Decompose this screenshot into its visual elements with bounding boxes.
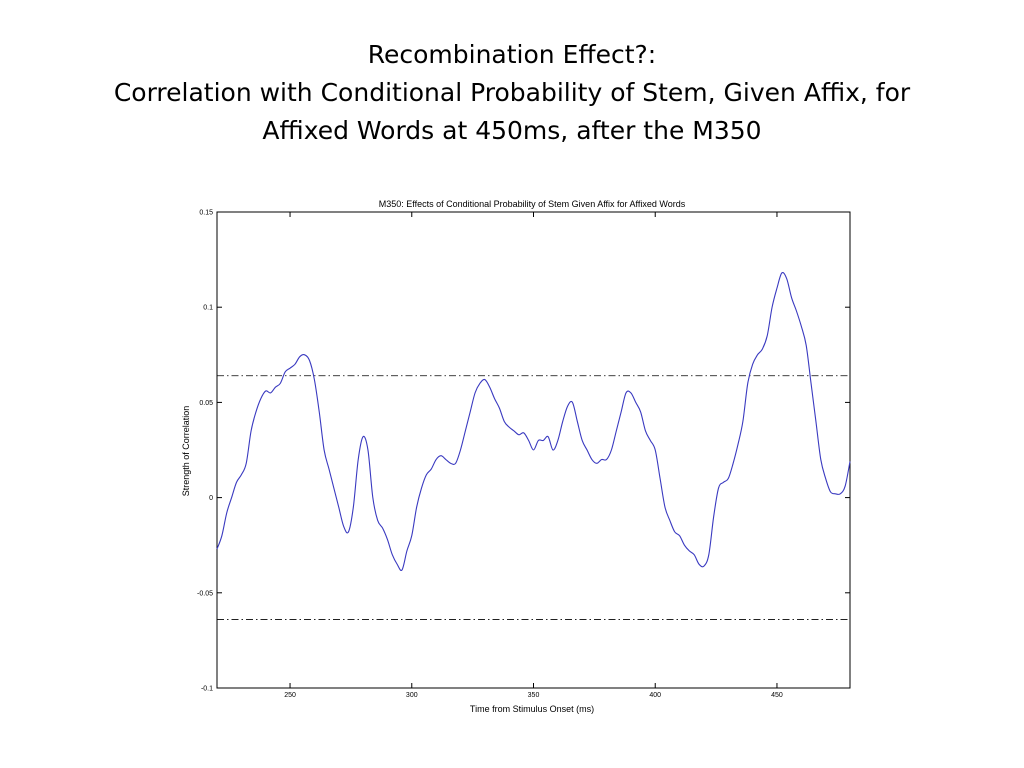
slide-title-line-2: Correlation with Conditional Probability… — [113, 78, 911, 107]
x-tick-label: 350 — [528, 692, 540, 699]
y-tick-label: -0.1 — [201, 686, 213, 693]
y-tick-label: 0.05 — [199, 400, 213, 407]
x-tick-label: 300 — [406, 692, 418, 699]
y-tick-label: 0 — [209, 495, 213, 502]
slide-title: Recombination Effect?: Correlation with … — [0, 36, 1024, 150]
y-tick-label: 0.1 — [203, 305, 213, 312]
significance-thresholds — [217, 375, 850, 620]
chart-title: M350: Effects of Conditional Probability… — [379, 199, 686, 209]
x-tick-label: 450 — [771, 692, 783, 699]
slide-title-line-1: Recombination Effect?: — [367, 40, 657, 69]
y-tick-label: 0.15 — [199, 210, 213, 217]
y-axis-label: Strength of Correlation — [181, 406, 191, 497]
y-axis-ticks: -0.1 -0.05 0 0.05 0.1 0.15 — [197, 210, 850, 693]
slide-title-line-3: Affixed Words at 450ms, after the M350 — [262, 116, 762, 145]
x-axis-label: Time from Stimulus Onset (ms) — [470, 704, 594, 714]
x-axis-ticks: 250 300 350 400 450 — [284, 212, 783, 699]
y-tick-label: -0.05 — [197, 590, 213, 597]
x-tick-label: 250 — [284, 692, 296, 699]
series-line-correlation — [216, 271, 851, 571]
x-tick-label: 400 — [649, 692, 661, 699]
